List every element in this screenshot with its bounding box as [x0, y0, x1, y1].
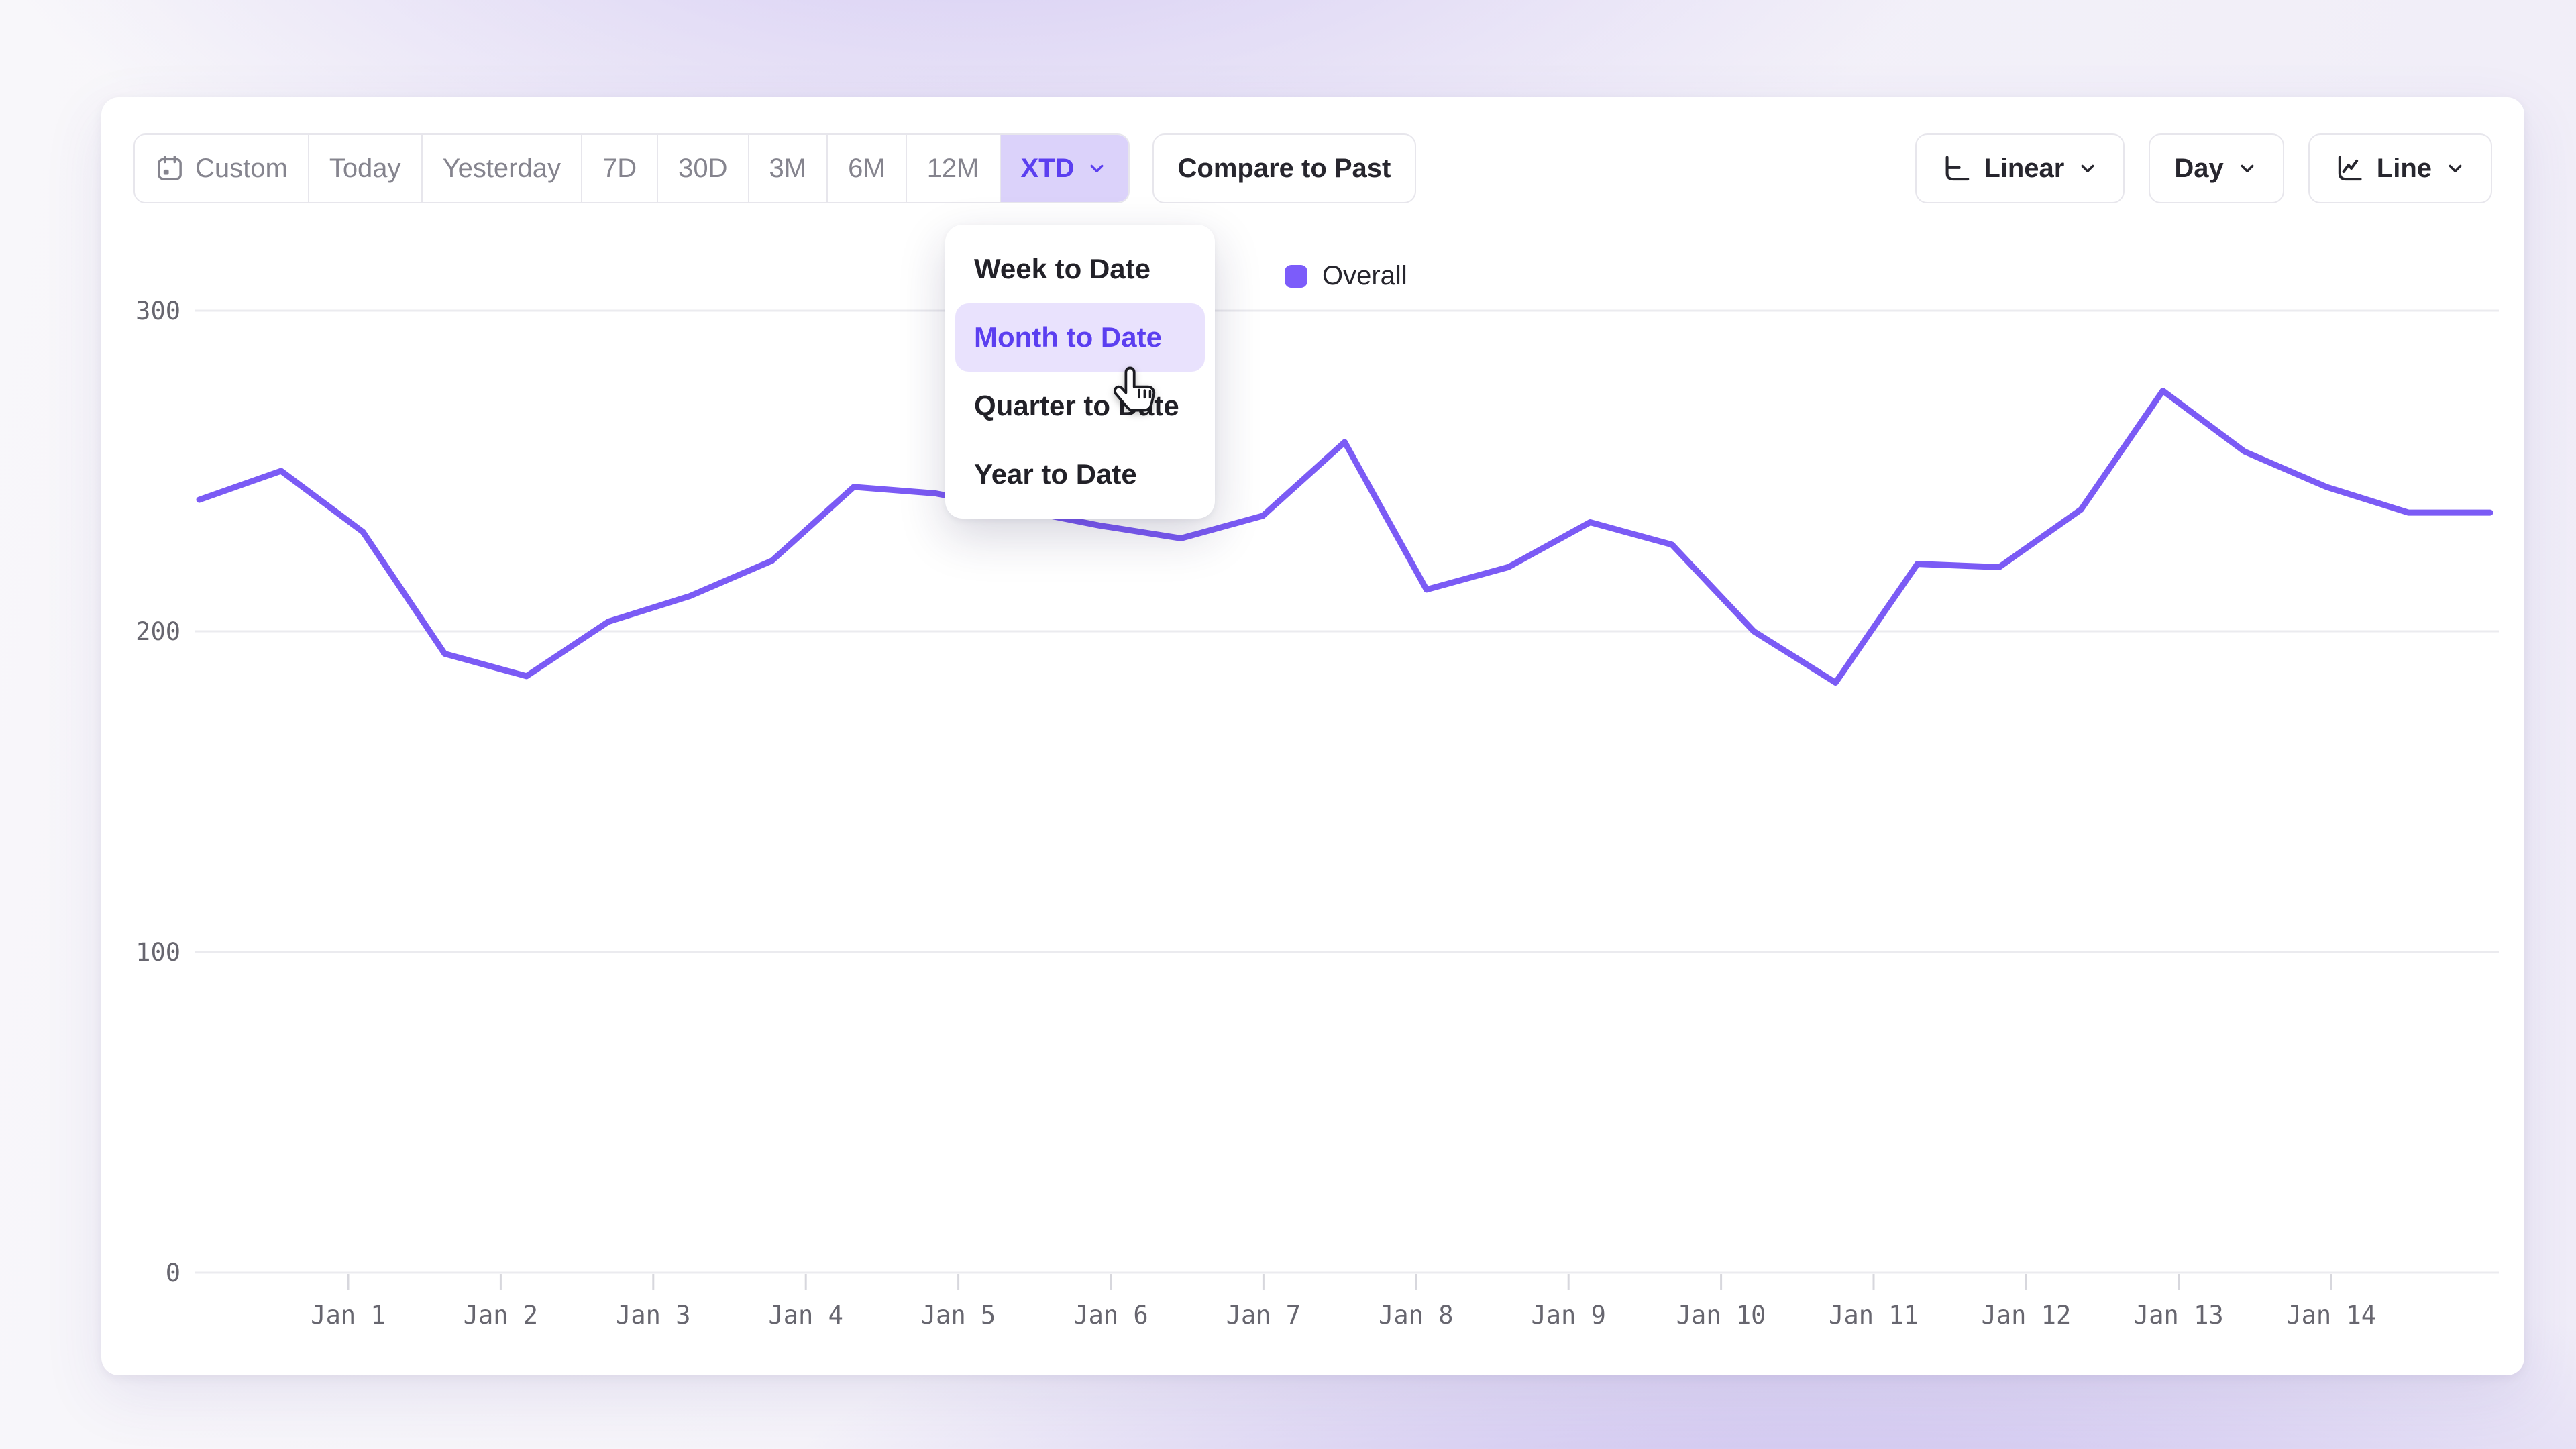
compare-to-past-button[interactable]: Compare to Past [1152, 133, 1417, 203]
gridlines [195, 309, 2499, 1274]
range-12m-button[interactable]: 12M [905, 135, 1000, 202]
range-custom-button[interactable]: Custom [135, 135, 308, 202]
x-axis-label: Jan 5 [921, 1301, 996, 1330]
menu-item-month-to-date[interactable]: Month to Date [955, 303, 1205, 372]
y-axis-label: 0 [166, 1258, 180, 1287]
toolbar: Custom Today Yesterday 7D 30D 3M 6M 12M … [133, 133, 2492, 203]
range-6m-button[interactable]: 6M [826, 135, 906, 202]
range-30d-button[interactable]: 30D [657, 135, 748, 202]
menu-item-year-to-date[interactable]: Year to Date [974, 458, 1137, 490]
x-axis-label: Jan 3 [616, 1301, 690, 1330]
x-axis-label: Jan 1 [311, 1301, 385, 1330]
x-axis-label: Jan 13 [2134, 1301, 2224, 1330]
granularity-dropdown-button[interactable]: Day [2149, 133, 2284, 203]
chevron-down-icon [2449, 164, 2462, 172]
y-axis-label: 100 [136, 938, 180, 967]
range-today-button[interactable]: Today [307, 135, 421, 202]
granularity-dropdown-label: Day [2174, 154, 2224, 183]
x-axis-label: Jan 6 [1073, 1301, 1148, 1330]
x-axis-label: Jan 9 [1532, 1301, 1606, 1330]
chevron-down-icon [2081, 164, 2094, 172]
date-range-menu: Week to Date Month to Date Quarter to Da… [945, 225, 1215, 519]
x-axis-label: Jan 10 [1676, 1301, 1766, 1330]
chart-type-dropdown-button[interactable]: Line [2308, 133, 2492, 203]
axis-linear-icon [1945, 156, 1970, 181]
chevron-down-icon [2241, 164, 2254, 172]
x-axis-label: Jan 8 [1379, 1301, 1453, 1330]
x-axis-label: Jan 11 [1829, 1301, 1919, 1330]
range-7d-button[interactable]: 7D [581, 135, 657, 202]
y-axis-label: 300 [136, 297, 180, 325]
series-line-overall [196, 388, 2493, 686]
date-range-segmented-control: Custom Today Yesterday 7D 30D 3M 6M 12M … [133, 133, 1130, 203]
range-xtd-button[interactable]: XTD [999, 135, 1128, 202]
line-chart-icon [2338, 156, 2362, 181]
range-3m-button[interactable]: 3M [747, 135, 827, 202]
chart-type-dropdown-label: Line [2376, 154, 2432, 183]
legend-label: Overall [1322, 261, 1407, 290]
x-axis-label: Jan 4 [769, 1301, 843, 1330]
x-axis-label: Jan 7 [1226, 1301, 1301, 1330]
range-yesterday-button[interactable]: Yesterday [421, 135, 581, 202]
scale-dropdown-label: Linear [1984, 154, 2065, 183]
x-axis-label: Jan 14 [2286, 1301, 2376, 1330]
y-axis-labels: 0 100 200 300 [136, 297, 180, 1287]
menu-item-week-to-date[interactable]: Week to Date [974, 253, 1150, 284]
chart-canvas: 0 100 200 300 Jan 1 Jan 2 Jan 3 Jan 4 Jan 5 Jan 6… [136, 297, 2499, 1330]
calendar-icon [158, 156, 182, 180]
x-axis-ticks [347, 1274, 2332, 1290]
chart-card: Custom Today Yesterday 7D 30D 3M 6M 12M … [101, 97, 2524, 1375]
menu-item-quarter-to-date[interactable]: Quarter to Date [974, 390, 1179, 421]
x-axis-labels: Jan 1 Jan 2 Jan 3 Jan 4 Jan 5 Jan 6 Jan 7 Jan 8… [311, 1301, 2376, 1330]
range-custom-label: Custom [195, 154, 288, 183]
legend-swatch [1285, 264, 1307, 288]
scale-dropdown-button[interactable]: Linear [1915, 133, 2125, 203]
x-axis-label: Jan 12 [1982, 1301, 2072, 1330]
x-axis-label: Jan 2 [464, 1301, 538, 1330]
chevron-down-icon [1090, 164, 1103, 172]
legend-item-overall[interactable]: Overall [1285, 261, 1407, 291]
y-axis-label: 200 [136, 617, 180, 646]
